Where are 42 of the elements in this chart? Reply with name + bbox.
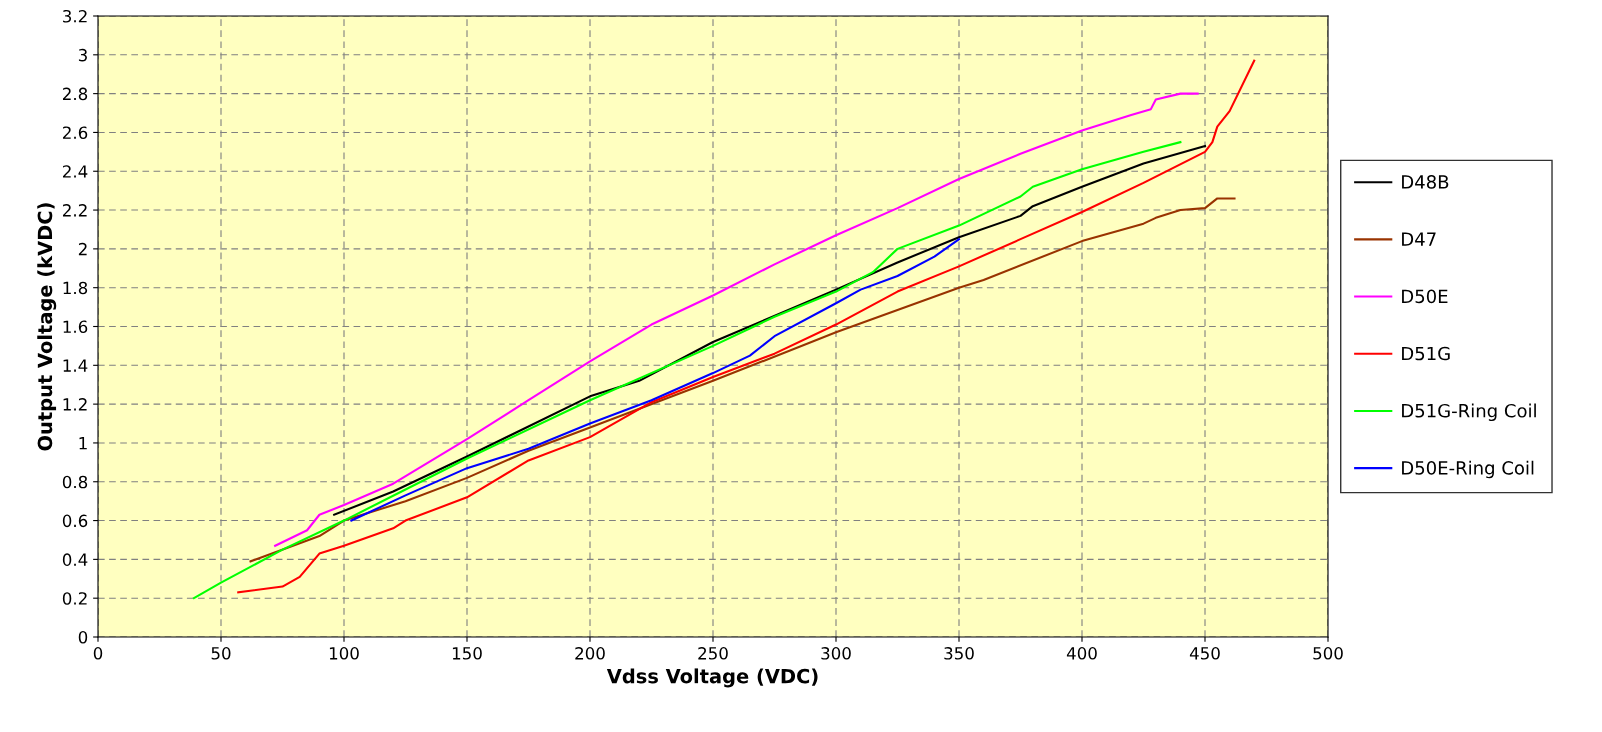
y-tick-label: 0.8 <box>62 475 88 489</box>
legend-label: D51G <box>1402 346 1450 361</box>
y-tick-label: 1 <box>79 437 87 450</box>
legend-label: D50E <box>1402 289 1448 304</box>
legend-label: D47 <box>1402 232 1436 246</box>
x-tick-label: 100 <box>329 647 359 660</box>
y-tick-label: 1.6 <box>63 320 88 334</box>
x-tick-label: 50 <box>211 647 231 660</box>
y-tick-label: 0.4 <box>62 553 88 566</box>
line-series <box>192 141 1182 600</box>
y-axis-title: Output Voltage (kVDC) <box>37 203 57 451</box>
line-series <box>249 197 1236 563</box>
y-tick-label: 0.6 <box>62 514 88 528</box>
legend-label: D51G-Ring Coil <box>1402 403 1536 422</box>
y-tick-label: 3 <box>78 48 87 62</box>
line-series <box>350 238 961 522</box>
y-tick-label: 2.8 <box>62 87 88 101</box>
line-series <box>333 144 1207 516</box>
x-tick-label: 350 <box>944 647 974 660</box>
line-series <box>237 59 1256 594</box>
y-tick-label: 2.6 <box>62 126 88 140</box>
x-tick-label: 250 <box>698 647 728 660</box>
y-tick-label: 1.8 <box>63 281 88 295</box>
y-tick-label: 2.4 <box>62 165 88 178</box>
x-tick-label: 400 <box>1066 647 1097 660</box>
x-tick-label: 500 <box>1313 647 1343 660</box>
x-tick-label: 450 <box>1189 647 1220 660</box>
x-tick-label: 200 <box>575 647 605 660</box>
x-tick-label: 300 <box>821 647 851 660</box>
x-axis-title: Vdss Voltage (VDC) <box>606 668 818 688</box>
y-tick-label: 0.2 <box>62 592 87 605</box>
line-series <box>274 92 1199 547</box>
y-tick-label: 2 <box>78 242 87 256</box>
x-tick-label: 0 <box>93 647 103 660</box>
x-tick-label: 150 <box>452 647 482 660</box>
legend-label: D50E-Ring Coil <box>1402 460 1534 479</box>
y-tick-label: 0 <box>78 630 88 644</box>
y-tick-label: 1.4 <box>63 359 88 372</box>
y-tick-label: 3.2 <box>63 9 87 23</box>
legend-label: D48B <box>1402 175 1449 189</box>
y-tick-label: 1.2 <box>63 398 87 411</box>
y-tick-label: 2.2 <box>62 204 87 217</box>
